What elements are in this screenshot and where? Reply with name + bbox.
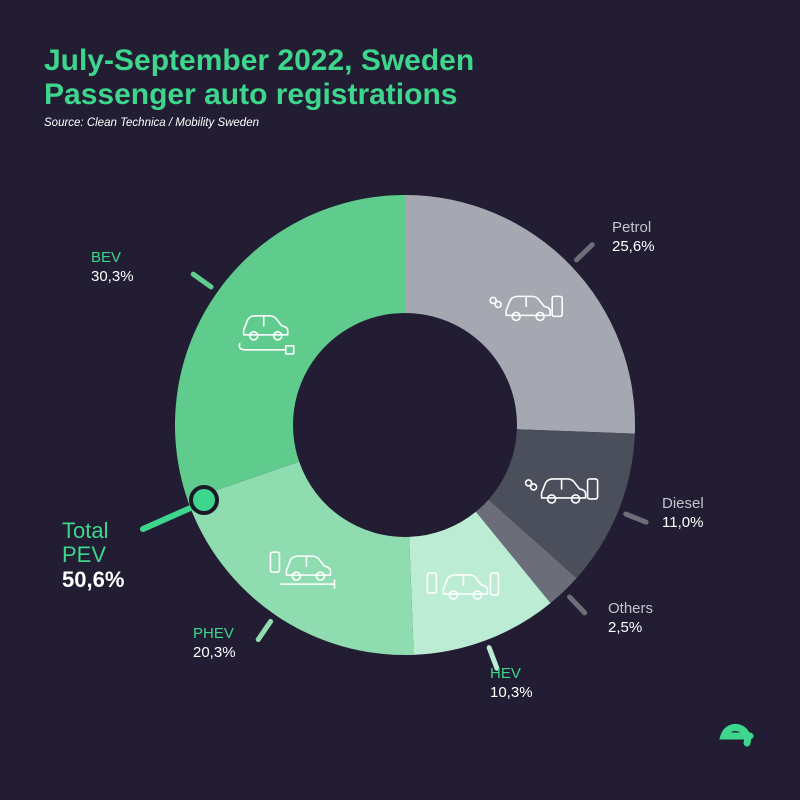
brand-e-logo-icon: [719, 724, 754, 747]
total-pev-label-line2: PEV: [62, 542, 106, 567]
label-others: Others: [608, 600, 653, 617]
title-line-1: July-September 2022, Sweden: [44, 44, 475, 77]
label-phev: PHEV: [193, 625, 234, 642]
label-petrol: Petrol: [612, 219, 651, 236]
chart-title: July-September 2022, Sweden Passenger au…: [44, 44, 474, 112]
value-bev: 30,3%: [91, 268, 134, 285]
label-hev: HEV: [490, 665, 521, 682]
label-bev: BEV: [91, 249, 121, 266]
tick-phev: [255, 618, 274, 643]
slice-diesel: [488, 429, 635, 579]
petrol-car-icon: [489, 295, 563, 322]
slice-others: [475, 499, 577, 604]
electric-car-icon: [238, 314, 295, 355]
total-pev-marker: [189, 485, 219, 515]
title-line-2: Passenger auto registrations: [44, 78, 458, 111]
source-note: Source: Clean Technica / Mobility Sweden: [44, 117, 259, 129]
hybrid-car-icon: [426, 572, 500, 600]
value-hev: 10,3%: [490, 684, 533, 701]
slice-phev: [187, 461, 414, 655]
diesel-car-icon: [524, 478, 599, 504]
slice-bev: [175, 194, 405, 501]
total-pev-value: 50,6%: [62, 567, 124, 592]
value-diesel: 11,0%: [662, 514, 703, 531]
value-others: 2,5%: [608, 619, 642, 636]
tick-diesel: [623, 511, 649, 525]
plugin-hybrid-car-icon: [269, 551, 336, 589]
tick-bev: [190, 271, 214, 290]
value-petrol: 25,6%: [612, 238, 655, 255]
tick-others: [567, 594, 588, 616]
value-phev: 20,3%: [193, 644, 236, 661]
total-pev-label-line1: Total: [62, 518, 108, 543]
tick-petrol: [573, 242, 595, 263]
tick-hev: [486, 645, 500, 671]
label-diesel: Diesel: [662, 495, 704, 512]
